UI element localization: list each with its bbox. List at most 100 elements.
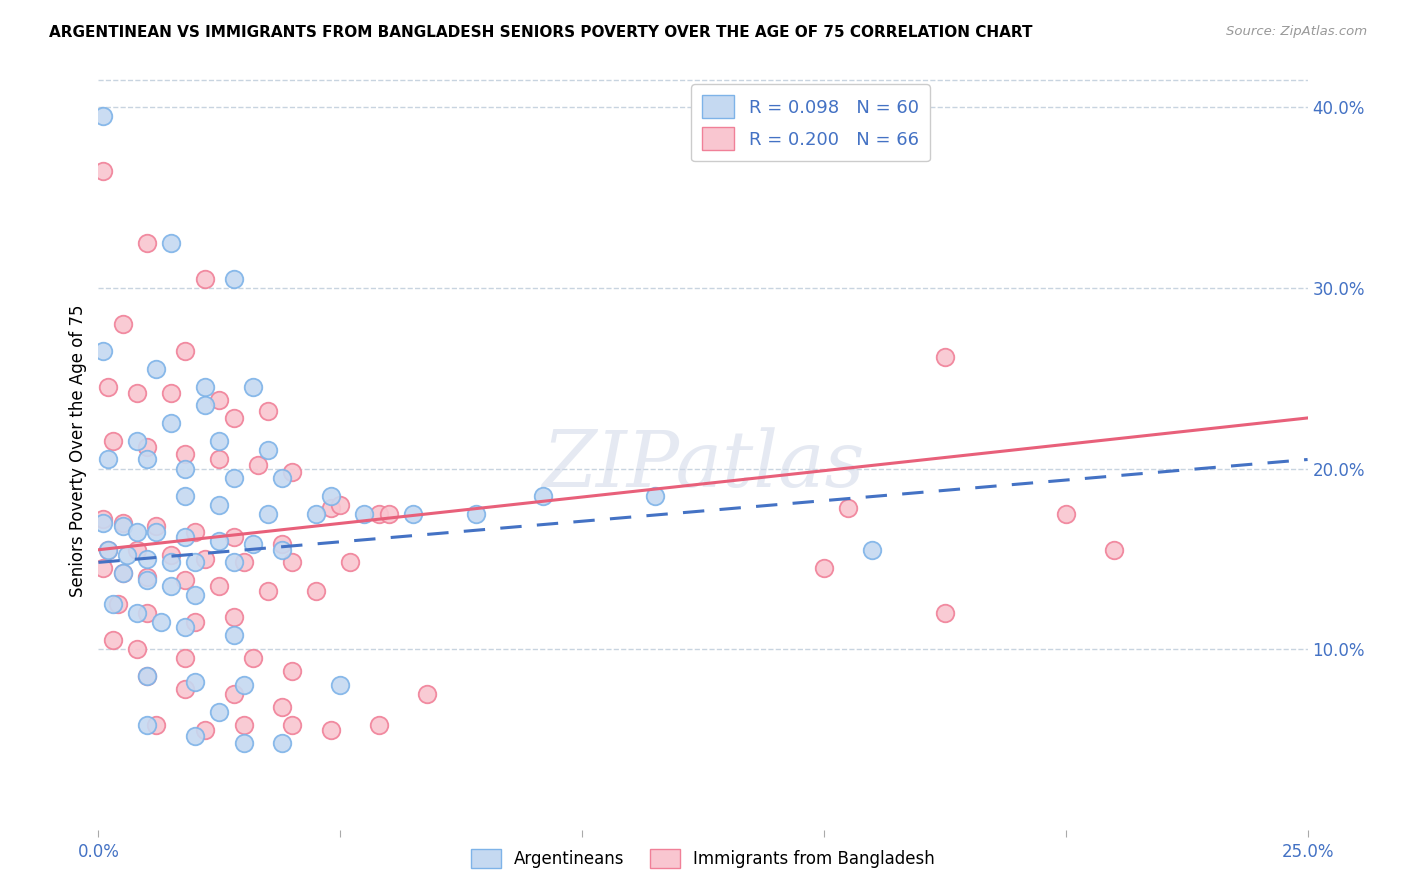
Point (145, 362, 167, 376)
Point (174, 344, 197, 359)
Point (208, 498, 231, 512)
Point (174, 489, 197, 503)
Point (813, 561, 835, 575)
Point (91, 110, 114, 124)
Point (232, 678, 254, 692)
Point (111, 566, 134, 581)
Point (101, 434, 124, 449)
Point (305, 584, 328, 599)
Point (194, 723, 217, 738)
Point (145, 519, 167, 533)
Point (184, 555, 207, 569)
Legend: Argentineans, Immigrants from Bangladesh: Argentineans, Immigrants from Bangladesh (464, 842, 942, 875)
Point (174, 530, 197, 544)
Point (135, 718, 157, 732)
Point (135, 235, 157, 250)
Point (934, 350, 956, 364)
Point (281, 664, 304, 678)
Text: ARGENTINEAN VS IMMIGRANTS FROM BANGLADESH SENIORS POVERTY OVER THE AGE OF 75 COR: ARGENTINEAN VS IMMIGRANTS FROM BANGLADES… (49, 25, 1033, 40)
Point (368, 718, 391, 732)
Point (111, 519, 134, 533)
Point (271, 542, 294, 557)
Point (145, 718, 167, 732)
Point (232, 718, 254, 732)
Point (160, 555, 183, 569)
Point (222, 470, 245, 484)
Point (91, 512, 114, 526)
Point (150, 615, 173, 629)
Text: ZIPatlas: ZIPatlas (541, 427, 865, 504)
Point (368, 507, 391, 521)
Point (319, 501, 342, 516)
Point (271, 736, 294, 750)
Point (402, 507, 425, 521)
Point (160, 579, 183, 593)
Point (127, 606, 149, 620)
Point (222, 272, 245, 286)
Point (377, 507, 399, 521)
Point (111, 566, 134, 581)
Point (353, 507, 375, 521)
Point (232, 736, 254, 750)
Point (281, 465, 304, 479)
Point (242, 651, 264, 665)
Point (319, 723, 342, 738)
Point (222, 411, 245, 425)
Point (160, 235, 183, 250)
Point (256, 507, 278, 521)
Point (256, 584, 278, 599)
Point (1054, 507, 1077, 521)
Point (194, 272, 217, 286)
Point (135, 669, 157, 683)
Point (101, 597, 124, 611)
Point (531, 489, 554, 503)
Point (111, 516, 134, 530)
Point (194, 398, 217, 412)
Point (174, 447, 197, 461)
Point (194, 380, 217, 394)
Point (644, 489, 666, 503)
Point (242, 537, 264, 551)
Point (222, 609, 245, 624)
Point (135, 574, 157, 588)
Point (97, 542, 120, 557)
Point (256, 403, 278, 417)
Point (242, 380, 264, 394)
Point (174, 574, 197, 588)
Point (160, 385, 183, 400)
Point (174, 620, 197, 634)
Point (97, 452, 120, 467)
Point (208, 705, 231, 719)
Point (208, 392, 231, 407)
Point (127, 524, 149, 539)
Point (160, 417, 183, 431)
Point (416, 687, 439, 701)
Y-axis label: Seniors Poverty Over the Age of 75: Seniors Poverty Over the Age of 75 (69, 304, 87, 597)
Point (934, 606, 956, 620)
Point (174, 651, 197, 665)
Point (135, 440, 157, 454)
Point (271, 537, 294, 551)
Point (281, 718, 304, 732)
Point (174, 461, 197, 475)
Point (107, 597, 129, 611)
Point (127, 542, 149, 557)
Point (222, 555, 245, 569)
Point (232, 555, 254, 569)
Point (319, 489, 342, 503)
Point (97, 542, 120, 557)
Point (91, 516, 114, 530)
Point (145, 524, 167, 539)
Point (271, 470, 294, 484)
Point (184, 524, 207, 539)
Point (91, 561, 114, 575)
Point (222, 530, 245, 544)
Point (135, 452, 157, 467)
Point (305, 507, 328, 521)
Point (97, 380, 120, 394)
Point (135, 669, 157, 683)
Point (256, 443, 278, 458)
Point (281, 555, 304, 569)
Point (127, 434, 149, 449)
Point (208, 579, 231, 593)
